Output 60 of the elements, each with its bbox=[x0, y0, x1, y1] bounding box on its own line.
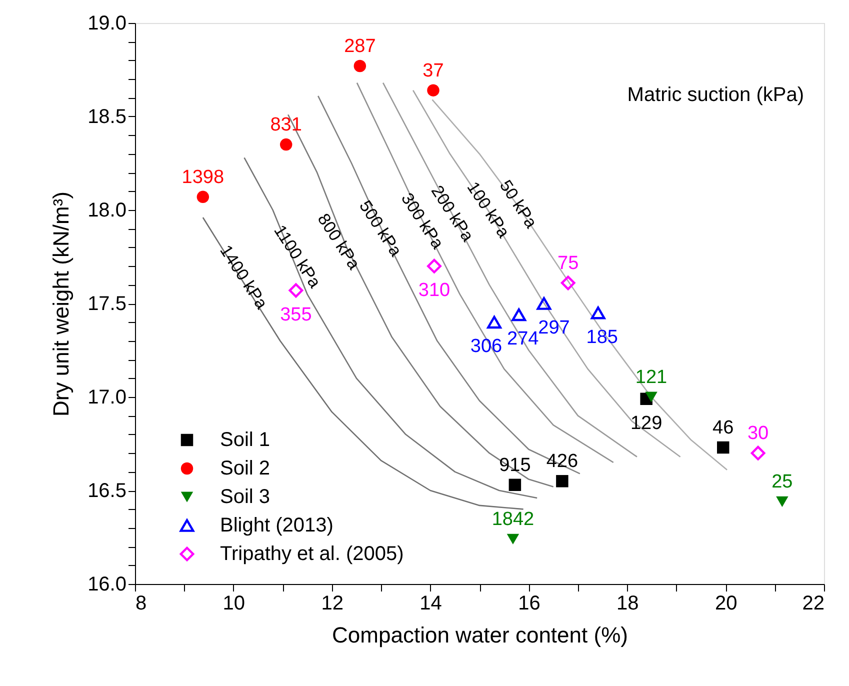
annotation: 287 bbox=[344, 36, 376, 58]
point bbox=[354, 60, 366, 72]
x-tick-label: 8 bbox=[136, 592, 147, 614]
annotation: 297 bbox=[538, 318, 570, 338]
y-axis-title: Dry unit weight (kN/m³) bbox=[48, 192, 74, 416]
annotation: 30 bbox=[747, 423, 769, 444]
annotation: 1842 bbox=[492, 509, 534, 530]
annotation: 75 bbox=[558, 252, 579, 274]
annotation: Matric suction (kPa) bbox=[627, 84, 804, 106]
y-tick-label: 18.5 bbox=[88, 106, 126, 128]
y-tick-label: 18.0 bbox=[88, 200, 126, 222]
legend-label: Soil 2 bbox=[220, 458, 270, 480]
line-series bbox=[317, 95, 581, 474]
point bbox=[280, 138, 292, 151]
legend-label: Soil 3 bbox=[220, 486, 270, 508]
y-tick-label: 16.5 bbox=[88, 480, 126, 502]
x-tick-label: 18 bbox=[616, 592, 639, 614]
annotation: 306 bbox=[470, 336, 502, 358]
point bbox=[645, 392, 658, 402]
annotation: 185 bbox=[586, 326, 618, 348]
x-tick-label: 20 bbox=[714, 592, 738, 614]
x-tick-label: 22 bbox=[802, 592, 824, 614]
point bbox=[487, 316, 502, 329]
point bbox=[590, 306, 606, 320]
annotation: 46 bbox=[712, 417, 734, 438]
annotation: 355 bbox=[280, 304, 312, 326]
point bbox=[560, 276, 576, 290]
legend-label: Soil 1 bbox=[220, 429, 270, 451]
y-tick-label: 16.0 bbox=[88, 574, 126, 596]
point bbox=[427, 258, 442, 274]
point bbox=[506, 534, 520, 544]
point bbox=[512, 308, 526, 322]
annotation: 915 bbox=[499, 454, 531, 476]
point bbox=[536, 297, 552, 310]
point bbox=[508, 478, 522, 492]
annotation: 1398 bbox=[182, 166, 224, 188]
x-tick-label: 16 bbox=[518, 592, 540, 614]
point bbox=[556, 475, 568, 488]
legend-label: Blight (2013) bbox=[220, 514, 334, 536]
annotation: 831 bbox=[270, 114, 302, 136]
point bbox=[776, 496, 788, 508]
x-tick-label: 10 bbox=[222, 592, 246, 614]
annotation: 25 bbox=[772, 472, 793, 493]
x-tick-label: 14 bbox=[420, 592, 442, 614]
legend-label: Tripathy et al. (2005) bbox=[220, 543, 404, 565]
y-tick-label: 17.5 bbox=[88, 293, 126, 315]
point bbox=[196, 190, 210, 204]
x-axis-title: Compaction water content (%) bbox=[332, 622, 628, 648]
y-tick-label: 17.0 bbox=[88, 386, 126, 408]
annotation: 310 bbox=[418, 280, 450, 302]
annotation: 129 bbox=[630, 412, 662, 434]
point bbox=[427, 84, 440, 96]
point bbox=[716, 441, 730, 454]
annotation: 274 bbox=[507, 328, 540, 350]
y-tick-label: 19.0 bbox=[88, 12, 126, 34]
annotation: 426 bbox=[546, 451, 578, 472]
annotation: 37 bbox=[422, 60, 444, 82]
x-tick-label: 12 bbox=[321, 592, 344, 614]
annotation: 121 bbox=[635, 367, 668, 388]
point bbox=[750, 446, 766, 460]
